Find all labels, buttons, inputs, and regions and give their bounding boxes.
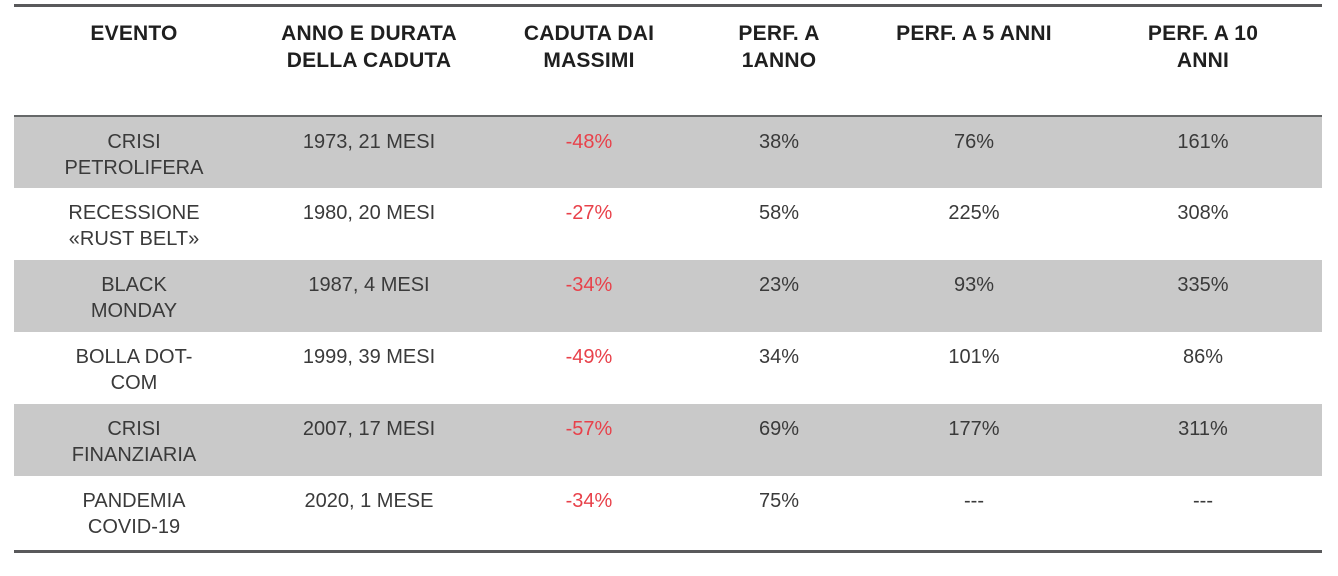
cell-anno-durata: 1980, 20 MESI (302, 201, 436, 224)
header-perf-1-anno: PERF. A 1ANNO (738, 22, 820, 72)
cell-anno-durata: 1973, 21 MESI (302, 130, 436, 153)
table-row-pandemia-covid-19: PANDEMIA COVID-19 2020, 1 MESE -34% 75% … (14, 476, 1322, 552)
table-row-crisi-finanziaria: CRISI FINANZIARIA 2007, 17 MESI -57% 69%… (14, 403, 1322, 476)
cell-caduta-massimi: -48% (565, 130, 613, 153)
header-evento: EVENTO (90, 22, 178, 45)
cell-perf-1-anno: 69% (758, 417, 800, 440)
cell-perf-1-anno: 34% (758, 345, 800, 368)
cell-anno-durata: 2020, 1 MESE (304, 489, 434, 512)
cell-evento: CRISI PETROLIFERA (64, 130, 204, 179)
cell-perf-10-anni: 86% (1182, 345, 1224, 368)
market-crash-performance-table: EVENTO ANNO E DURATA DELLA CADUTA CADUTA… (14, 4, 1322, 553)
cell-anno-durata: 1999, 39 MESI (302, 345, 436, 368)
cell-evento: BLACK MONDAY (90, 273, 178, 322)
header-caduta-massimi: CADUTA DAI MASSIMI (523, 22, 655, 72)
cell-perf-10-anni: --- (1193, 489, 1213, 512)
cell-caduta-massimi: -34% (565, 273, 613, 296)
cell-caduta-massimi: -49% (565, 345, 613, 368)
performance-table-container: EVENTO ANNO E DURATA DELLA CADUTA CADUTA… (14, 4, 1322, 553)
cell-perf-5-anni: --- (964, 489, 984, 512)
cell-evento: RECESSIONE «RUST BELT» (68, 201, 200, 250)
table-body: CRISI PETROLIFERA 1973, 21 MESI -48% 38%… (14, 115, 1322, 552)
cell-caduta-massimi: -27% (565, 201, 613, 224)
cell-perf-10-anni: 335% (1177, 273, 1229, 296)
cell-perf-10-anni: 308% (1177, 201, 1229, 224)
cell-perf-5-anni: 101% (948, 345, 1000, 368)
cell-caduta-massimi: -57% (565, 417, 613, 440)
cell-evento: BOLLA DOT- COM (75, 345, 193, 394)
cell-perf-5-anni: 225% (948, 201, 1000, 224)
cell-anno-durata: 1987, 4 MESI (308, 273, 430, 296)
table-row-crisi-petrolifera: CRISI PETROLIFERA 1973, 21 MESI -48% 38%… (14, 115, 1322, 188)
table-row-bolla-dot-com: BOLLA DOT- COM 1999, 39 MESI -49% 34% 10… (14, 332, 1322, 404)
cell-perf-5-anni: 93% (953, 273, 995, 296)
cell-perf-1-anno: 58% (758, 201, 800, 224)
header-row: EVENTO ANNO E DURATA DELLA CADUTA CADUTA… (14, 6, 1322, 116)
table-header: EVENTO ANNO E DURATA DELLA CADUTA CADUTA… (14, 6, 1322, 116)
cell-perf-1-anno: 23% (758, 273, 800, 296)
table-row-black-monday: BLACK MONDAY 1987, 4 MESI -34% 23% 93% 3… (14, 259, 1322, 332)
header-perf-5-anni: PERF. A 5 ANNI (896, 22, 1052, 45)
cell-perf-5-anni: 177% (948, 417, 1000, 440)
header-anno-durata: ANNO E DURATA DELLA CADUTA (281, 22, 457, 72)
cell-perf-5-anni: 76% (953, 130, 995, 153)
cell-evento: CRISI FINANZIARIA (71, 417, 197, 466)
cell-perf-1-anno: 75% (758, 489, 800, 512)
cell-perf-1-anno: 38% (758, 130, 800, 153)
table-row-recessione-rust-belt: RECESSIONE «RUST BELT» 1980, 20 MESI -27… (14, 188, 1322, 260)
cell-perf-10-anni: 161% (1177, 130, 1229, 153)
header-perf-10-anni: PERF. A 10 ANNI (1147, 22, 1259, 72)
cell-caduta-massimi: -34% (565, 489, 613, 512)
cell-anno-durata: 2007, 17 MESI (302, 417, 436, 440)
cell-perf-10-anni: 311% (1178, 417, 1228, 440)
cell-evento: PANDEMIA COVID-19 (82, 489, 186, 538)
